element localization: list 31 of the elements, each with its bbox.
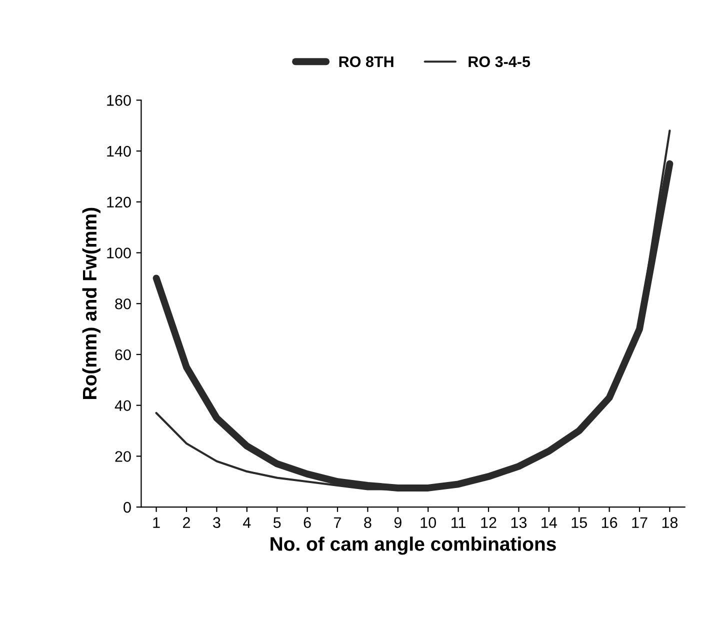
x-tick-label: 6 <box>304 517 311 528</box>
y-tick-label: 120 <box>107 196 131 208</box>
x-tick-label: 12 <box>481 517 496 528</box>
y-tick-label: 20 <box>115 451 131 462</box>
x-tick-label: 9 <box>394 517 402 528</box>
x-tick-label: 18 <box>662 517 678 528</box>
x-tick-label: 13 <box>511 517 527 528</box>
y-tick-label: 140 <box>107 146 131 157</box>
y-tick-label: 100 <box>107 248 131 258</box>
x-tick-label: 5 <box>273 517 281 528</box>
y-tick-label: 160 <box>107 95 131 106</box>
x-tick-label: 3 <box>213 517 220 528</box>
y-tick-label: 40 <box>114 400 131 412</box>
x-axis-title: No. of cam angle combinations <box>270 536 556 555</box>
x-tick-label: 4 <box>243 517 251 528</box>
x-tick-label: 7 <box>334 517 341 528</box>
x-tick-label: 2 <box>183 517 190 528</box>
x-tick-label: 15 <box>572 517 587 528</box>
x-tick-label: 14 <box>542 517 557 528</box>
x-tick-label: 1 <box>153 517 160 528</box>
y-tick-label: 0 <box>124 502 131 513</box>
y-tick-label: 80 <box>115 298 131 310</box>
x-tick-label: 17 <box>632 517 648 528</box>
y-tick-label: 60 <box>115 349 131 360</box>
x-tick-label: 8 <box>364 517 372 528</box>
y-axis-title: Ro(mm) and Fw(mm) <box>82 208 100 399</box>
legend-label: RO 8TH <box>339 56 394 68</box>
x-tick-label: 10 <box>420 517 436 528</box>
legend-label: RO 3-4-5 <box>468 56 530 68</box>
x-tick-label: 16 <box>602 517 618 528</box>
x-tick-label: 11 <box>452 517 466 528</box>
